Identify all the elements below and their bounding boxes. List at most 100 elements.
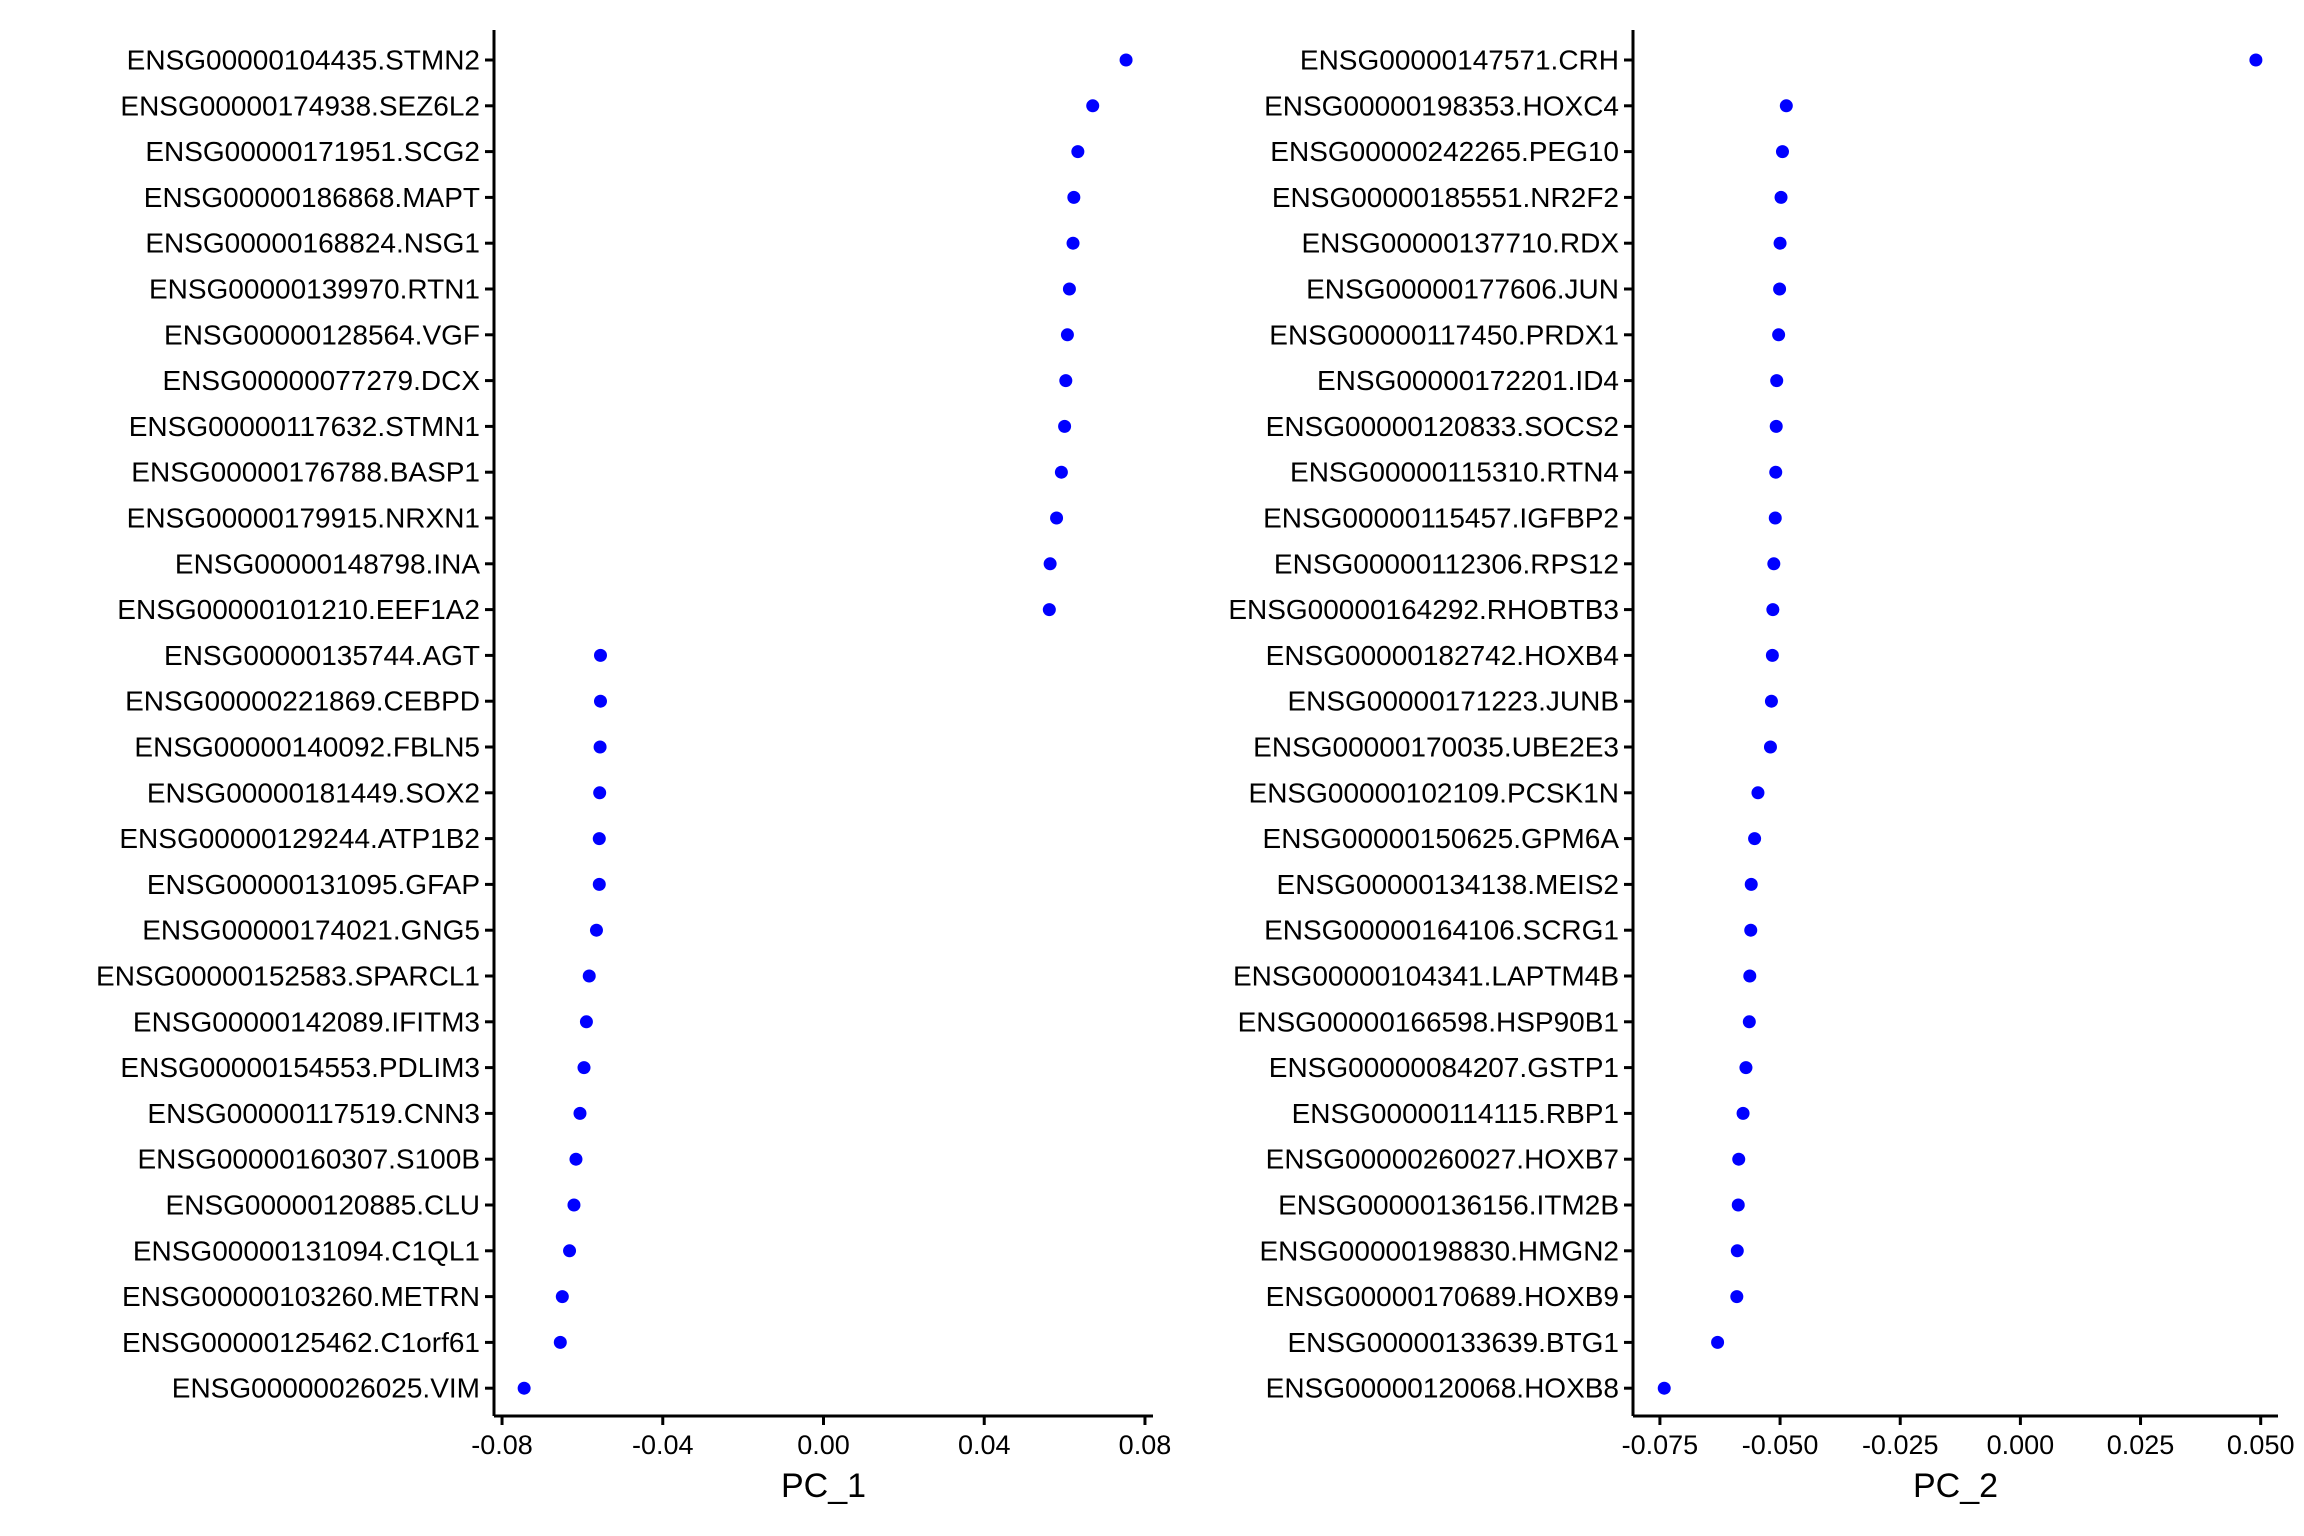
loading-point xyxy=(563,1244,577,1258)
x-tick-label: 0.025 xyxy=(2107,1430,2175,1460)
loading-point xyxy=(1769,419,1783,433)
gene-label: ENSG00000150625.GPM6A xyxy=(1263,823,1620,854)
gene-label: ENSG00000147571.CRH xyxy=(1300,45,1619,76)
gene-label: ENSG00000140092.FBLN5 xyxy=(134,732,480,763)
loading-point xyxy=(592,877,606,891)
loading-point xyxy=(1764,694,1778,708)
loading-point xyxy=(1067,190,1081,204)
gene-label: ENSG00000172201.ID4 xyxy=(1317,365,1619,396)
pc1-loadings-panel: ENSG00000104435.STMN2 ENSG00000174938.SEZ… xyxy=(96,30,1171,1505)
gene-label: ENSG00000137710.RDX xyxy=(1301,228,1619,259)
gene-label: ENSG00000186868.MAPT xyxy=(144,182,480,213)
loading-point xyxy=(2249,53,2263,67)
x-tick-label: -0.075 xyxy=(1622,1430,1699,1460)
gene-label: ENSG00000179915.NRXN1 xyxy=(127,503,480,534)
loading-point xyxy=(1770,374,1784,388)
x-tick-label: 0.00 xyxy=(797,1430,850,1460)
gene-label: ENSG00000133639.BTG1 xyxy=(1287,1327,1619,1358)
gene-label: ENSG00000114115.RBP1 xyxy=(1292,1098,1619,1129)
x-tick-label: 0.04 xyxy=(958,1430,1011,1460)
gene-label: ENSG00000142089.IFITM3 xyxy=(133,1006,480,1037)
loading-point xyxy=(579,1015,593,1029)
gene-label: ENSG00000164292.RHOBTB3 xyxy=(1228,594,1619,625)
gene-label: ENSG00000181449.SOX2 xyxy=(147,777,480,808)
loading-point xyxy=(569,1152,583,1166)
gene-label: ENSG00000115310.RTN4 xyxy=(1290,457,1619,488)
loading-point xyxy=(1054,465,1068,479)
loading-point xyxy=(1779,99,1793,113)
loading-point xyxy=(1763,740,1777,754)
loading-point xyxy=(1765,648,1779,662)
gene-label: ENSG00000170689.HOXB9 xyxy=(1266,1281,1619,1312)
loading-point xyxy=(1058,419,1072,433)
loading-point xyxy=(1743,969,1757,983)
loading-point xyxy=(589,923,603,937)
gene-label: ENSG00000134138.MEIS2 xyxy=(1277,869,1619,900)
gene-label: ENSG00000128564.VGF xyxy=(164,319,480,350)
x-tick-label: -0.08 xyxy=(471,1430,533,1460)
gene-label: ENSG00000026025.VIM xyxy=(172,1373,480,1404)
loading-point xyxy=(1736,1106,1750,1120)
loading-point xyxy=(1042,603,1056,617)
loading-point xyxy=(573,1106,587,1120)
loading-point xyxy=(593,648,607,662)
gene-label: ENSG00000166598.HSP90B1 xyxy=(1238,1006,1619,1037)
gene-label: ENSG00000135744.AGT xyxy=(164,640,480,671)
loading-point xyxy=(1767,557,1781,571)
loading-point xyxy=(555,1290,569,1304)
gene-label: ENSG00000148798.INA xyxy=(175,548,480,579)
gene-label: ENSG00000084207.GSTP1 xyxy=(1269,1052,1619,1083)
gene-label: ENSG00000221869.CEBPD xyxy=(125,686,480,717)
loading-point xyxy=(1043,557,1057,571)
x-tick-label: -0.050 xyxy=(1742,1430,1819,1460)
loading-point xyxy=(1751,786,1765,800)
gene-label: ENSG00000077279.DCX xyxy=(162,365,480,396)
gene-label: ENSG00000131095.GFAP xyxy=(147,869,480,900)
loading-point xyxy=(1742,1015,1756,1029)
gene-label: ENSG00000171223.JUNB xyxy=(1287,686,1619,717)
x-axis-title: PC_2 xyxy=(1913,1467,1998,1505)
gene-label: ENSG00000176788.BASP1 xyxy=(131,457,480,488)
gene-label: ENSG00000177606.JUN xyxy=(1306,274,1619,305)
loading-point xyxy=(1060,328,1074,342)
gene-label: ENSG00000168824.NSG1 xyxy=(145,228,480,259)
x-tick-label: -0.025 xyxy=(1862,1430,1939,1460)
gene-label: ENSG00000171951.SCG2 xyxy=(145,136,480,167)
loading-point xyxy=(1744,877,1758,891)
loading-point xyxy=(567,1198,581,1212)
gene-label: ENSG00000112306.RPS12 xyxy=(1274,548,1619,579)
gene-label: ENSG00000131094.C1QL1 xyxy=(133,1235,480,1266)
gene-label: ENSG00000104435.STMN2 xyxy=(127,45,480,76)
gene-label: ENSG00000198830.HMGN2 xyxy=(1259,1235,1619,1266)
gene-label: ENSG00000120068.HOXB8 xyxy=(1266,1373,1619,1404)
gene-label: ENSG00000117632.STMN1 xyxy=(129,411,480,442)
gene-label: ENSG00000125462.C1orf61 xyxy=(122,1327,480,1358)
loading-point xyxy=(1744,923,1758,937)
gene-label: ENSG00000260027.HOXB7 xyxy=(1266,1144,1619,1175)
gene-label: ENSG00000120833.SOCS2 xyxy=(1266,411,1619,442)
x-tick-label: 0.050 xyxy=(2227,1430,2295,1460)
gene-label: ENSG00000101210.EEF1A2 xyxy=(117,594,480,625)
gene-label: ENSG00000120885.CLU xyxy=(166,1190,480,1221)
gene-label: ENSG00000117450.PRDX1 xyxy=(1269,319,1619,350)
loading-point xyxy=(1086,99,1100,113)
loading-point xyxy=(1769,465,1783,479)
loading-point xyxy=(1773,282,1787,296)
gene-label: ENSG00000174938.SEZ6L2 xyxy=(120,90,480,121)
loading-point xyxy=(1773,236,1787,250)
loading-point xyxy=(1772,328,1786,342)
loading-point xyxy=(1775,145,1789,159)
loading-point xyxy=(592,832,606,846)
loading-point xyxy=(1059,374,1073,388)
loading-point xyxy=(1732,1152,1746,1166)
gene-label: ENSG00000103260.METRN xyxy=(122,1281,480,1312)
gene-label: ENSG00000182742.HOXB4 xyxy=(1266,640,1619,671)
pc2-loadings-panel: ENSG00000147571.CRH ENSG00000198353.HOXC4… xyxy=(1228,30,2294,1505)
loading-point xyxy=(1066,236,1080,250)
gene-label: ENSG00000170035.UBE2E3 xyxy=(1253,732,1619,763)
loading-point xyxy=(1768,511,1782,525)
loading-point xyxy=(1119,53,1133,67)
gene-label: ENSG00000115457.IGFBP2 xyxy=(1263,503,1619,534)
x-tick-label: 0.08 xyxy=(1119,1430,1172,1460)
